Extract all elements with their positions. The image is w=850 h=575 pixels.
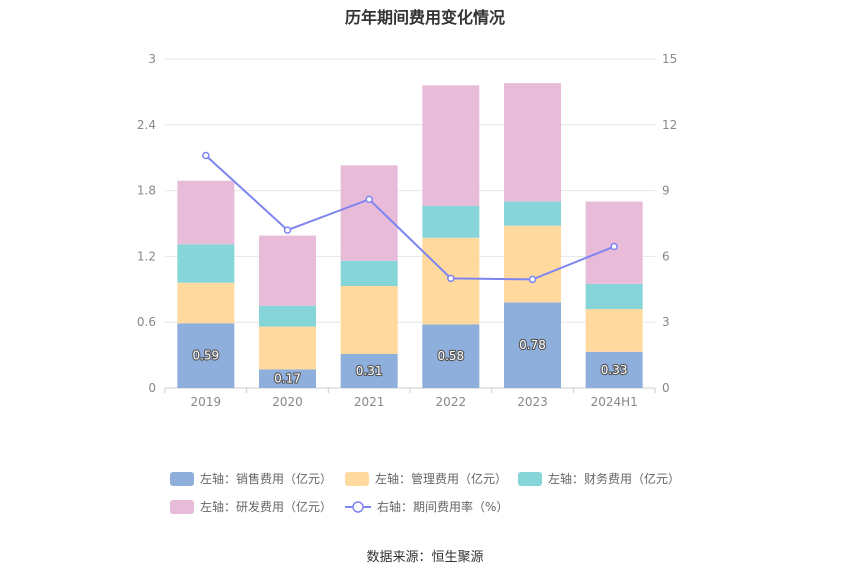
bar-segment bbox=[504, 302, 561, 388]
bar-segment bbox=[340, 165, 398, 261]
bar-segment bbox=[585, 201, 643, 284]
y-right-tick-label: 15 bbox=[662, 52, 677, 66]
axes: 0 0 0.6 3 1.2 6 1.8 9 2.4 12 3 15 2019 2020 2021 2022 20… bbox=[137, 52, 677, 409]
y-left-tick-label: 1.8 bbox=[137, 184, 156, 198]
bar-data-label: 0.59 bbox=[192, 349, 219, 363]
x-tick-label: 2022 bbox=[436, 395, 467, 409]
bar-segment bbox=[340, 286, 398, 355]
bar-segment bbox=[177, 244, 235, 283]
legend-swatch bbox=[170, 499, 194, 514]
line-series bbox=[202, 151, 618, 284]
legend-item[interactable]: 右轴：期间费用率（%） bbox=[345, 498, 508, 515]
legend-label: 左轴：研发费用（亿元） bbox=[200, 500, 333, 514]
legend-label: 右轴：期间费用率（%） bbox=[377, 500, 509, 514]
bar-segment bbox=[259, 235, 316, 306]
legend-label: 左轴：财务费用（亿元） bbox=[548, 472, 681, 486]
y-right-tick-label: 12 bbox=[662, 118, 677, 132]
legend-item[interactable]: 左轴：销售费用（亿元） bbox=[170, 470, 332, 487]
x-tick-label: 2020 bbox=[272, 395, 303, 409]
bar-segment bbox=[259, 326, 316, 370]
bar-segment bbox=[177, 323, 235, 388]
bar-segment bbox=[585, 283, 643, 310]
legend-item[interactable]: 左轴：财务费用（亿元） bbox=[518, 470, 680, 487]
line-point bbox=[283, 226, 292, 234]
bar-segment bbox=[177, 282, 235, 324]
bar-segment bbox=[340, 354, 398, 388]
legend-swatch bbox=[170, 471, 194, 486]
bar-segment bbox=[259, 305, 316, 327]
y-left-tick-label: 2.4 bbox=[137, 118, 156, 132]
y-right-tick-label: 0 bbox=[662, 381, 670, 395]
bar-data-label: 0.78 bbox=[519, 338, 546, 352]
legend-marker bbox=[352, 500, 364, 513]
bar-segment bbox=[340, 260, 398, 287]
bar-segment bbox=[585, 351, 643, 388]
y-right-tick-label: 3 bbox=[662, 315, 670, 329]
legend-item[interactable]: 左轴：管理费用（亿元） bbox=[345, 470, 507, 487]
legend-swatch bbox=[345, 471, 369, 486]
source-note: 数据来源：恒生聚源 bbox=[366, 550, 484, 565]
bar-segment bbox=[585, 309, 643, 352]
line-point bbox=[365, 195, 373, 204]
chart-title: 历年期间费用变化情况 bbox=[344, 8, 505, 27]
legend-line-swatch bbox=[345, 500, 371, 513]
bar-segment bbox=[177, 180, 235, 245]
legend-label: 左轴：销售费用（亿元） bbox=[200, 472, 333, 486]
bar-segment bbox=[422, 324, 480, 388]
y-left-tick-label: 0.6 bbox=[137, 315, 156, 329]
bar-segment bbox=[504, 225, 561, 303]
bar-segment bbox=[504, 201, 561, 226]
line-point bbox=[202, 151, 210, 160]
line-path bbox=[205, 154, 615, 281]
bar-data-label: 0.58 bbox=[437, 349, 464, 363]
data-labels: 0.59 0.17 0.31 0.58 0.78 0.33 bbox=[191, 337, 628, 387]
line-point bbox=[447, 274, 455, 283]
y-right-tick-label: 9 bbox=[662, 184, 670, 198]
bar-segment bbox=[259, 369, 316, 388]
x-tick-label: 2023 bbox=[517, 395, 548, 409]
y-left-tick-label: 1.2 bbox=[137, 249, 156, 263]
y-left-tick-label: 3 bbox=[148, 52, 156, 66]
legend-label: 左轴：管理费用（亿元） bbox=[375, 472, 508, 486]
bar-data-label: 0.31 bbox=[356, 364, 383, 378]
grid-lines bbox=[165, 58, 655, 389]
chart-plot: 0.59 0.17 0.31 0.58 0.78 0.33 0 0 0.6 3 1.2 6 1.8 9 2… bbox=[137, 52, 677, 409]
bar-segment bbox=[422, 205, 480, 238]
bar-segment bbox=[504, 83, 561, 202]
bar-data-label: 0.33 bbox=[601, 363, 628, 377]
line-point bbox=[528, 275, 537, 284]
x-tick-label: 2019 bbox=[191, 395, 222, 409]
line-point bbox=[610, 242, 618, 251]
bar-data-label: 0.17 bbox=[274, 372, 301, 386]
y-right-tick-label: 6 bbox=[662, 249, 670, 263]
x-tick-label: 2024H1 bbox=[591, 395, 638, 409]
bar-segment bbox=[422, 85, 480, 206]
x-tick-label: 2021 bbox=[354, 395, 385, 409]
bar-series bbox=[177, 83, 643, 388]
legend-item[interactable]: 左轴：研发费用（亿元） bbox=[170, 498, 332, 515]
y-left-tick-label: 0 bbox=[148, 381, 156, 395]
legend-swatch bbox=[518, 471, 542, 486]
